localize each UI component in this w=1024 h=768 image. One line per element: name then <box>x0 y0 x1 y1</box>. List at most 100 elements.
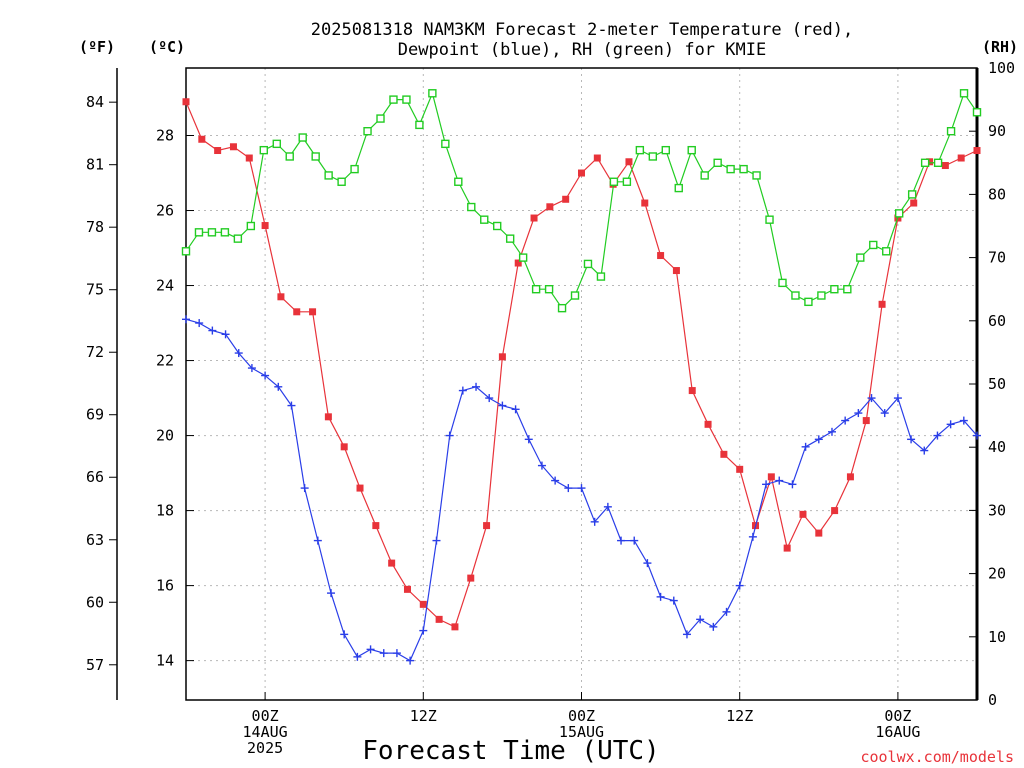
data-point <box>313 536 322 545</box>
data-point <box>376 114 385 123</box>
data-point <box>311 152 320 161</box>
data-point <box>208 326 217 335</box>
data-point <box>688 387 696 395</box>
data-point <box>603 502 612 511</box>
data-point <box>419 626 428 635</box>
celsius-tick-label: 28 <box>156 127 174 145</box>
data-point <box>300 484 309 493</box>
data-point <box>406 656 415 665</box>
data-point <box>959 416 968 425</box>
data-point <box>704 420 712 428</box>
data-point <box>194 228 204 237</box>
data-point <box>748 532 757 541</box>
data-point <box>878 300 886 308</box>
chart-title-line1: 2025081318 NAM3KM Forecast 2-meter Tempe… <box>311 20 853 40</box>
data-point <box>389 95 398 104</box>
data-point <box>625 158 633 166</box>
x-tick-label: 2025 <box>247 739 283 757</box>
fahrenheit-tick-label: 78 <box>86 218 104 236</box>
data-point <box>564 484 573 493</box>
data-point <box>261 371 270 380</box>
rh-tick-label: 50 <box>988 375 1006 393</box>
data-point <box>946 420 955 429</box>
data-point <box>752 171 761 180</box>
data-point <box>403 585 411 593</box>
data-point <box>388 559 396 567</box>
data-point <box>894 209 904 218</box>
data-point <box>337 177 346 186</box>
data-point <box>570 291 580 300</box>
data-point <box>451 623 459 631</box>
data-point <box>195 319 204 328</box>
data-point <box>493 221 502 231</box>
data-point <box>245 154 253 162</box>
celsius-tick-label: 22 <box>156 352 174 370</box>
unit-label-celsius: (ºC) <box>149 38 185 56</box>
data-point <box>366 645 375 654</box>
data-point <box>402 95 411 104</box>
celsius-tick-label: 24 <box>156 277 174 295</box>
data-point <box>419 600 427 608</box>
data-point <box>933 431 942 440</box>
data-point <box>246 221 256 231</box>
data-point <box>862 417 870 425</box>
celsius-tick-label: 16 <box>156 577 174 595</box>
data-point <box>830 285 839 294</box>
data-point <box>713 158 722 168</box>
data-point <box>831 507 839 515</box>
data-point <box>551 476 560 485</box>
x-tick-label: 00Z <box>568 707 595 725</box>
tick-labels: 14 16 18 20 22 24 26 28 57 60 63 66 69 72 75 78 81 84 0 10 2… <box>86 59 1015 757</box>
data-point <box>198 135 206 143</box>
data-point <box>817 291 826 300</box>
x-tick-label: 00Z <box>884 707 911 725</box>
data-point <box>562 195 570 203</box>
data-point <box>277 293 285 301</box>
data-point <box>593 154 601 162</box>
data-point <box>234 349 243 358</box>
data-point <box>324 171 333 180</box>
data-point <box>445 431 454 440</box>
data-point <box>841 416 850 425</box>
fahrenheit-tick-label: 72 <box>86 343 104 361</box>
data-point <box>537 461 546 470</box>
x-tick-label: 12Z <box>410 707 437 725</box>
data-point <box>557 303 567 313</box>
data-point <box>207 228 217 237</box>
data-point <box>544 285 554 294</box>
rh-tick-label: 30 <box>988 501 1006 519</box>
data-point <box>428 89 437 98</box>
data-point <box>843 285 852 294</box>
data-point <box>454 177 463 186</box>
fahrenheit-tick-label: 75 <box>86 281 104 299</box>
data-point <box>247 364 256 373</box>
data-point <box>261 222 269 230</box>
data-point <box>524 435 533 444</box>
rh-tick-label: 0 <box>988 691 997 709</box>
data-point <box>867 394 876 403</box>
data-point <box>973 147 981 155</box>
data-point <box>648 152 658 161</box>
fahrenheit-tick-label: 84 <box>86 93 104 111</box>
fahrenheit-tick-label: 57 <box>86 656 104 674</box>
x-tick-label: 15AUG <box>559 723 604 741</box>
data-point <box>531 285 541 294</box>
data-point <box>530 214 538 222</box>
data-point <box>656 592 665 601</box>
series-layer <box>181 89 982 665</box>
plot-frame <box>185 67 978 701</box>
data-point <box>214 147 222 155</box>
data-point <box>791 291 800 300</box>
data-point <box>472 382 481 391</box>
data-point <box>518 253 528 262</box>
data-point <box>379 649 388 658</box>
data-point <box>882 247 891 256</box>
rh-tick-label: 20 <box>988 565 1006 583</box>
rh-tick-label: 70 <box>988 249 1006 267</box>
data-point <box>220 228 230 237</box>
data-point <box>910 199 918 207</box>
rh-tick-label: 90 <box>988 122 1006 140</box>
data-point <box>590 517 599 526</box>
data-point <box>309 308 317 316</box>
